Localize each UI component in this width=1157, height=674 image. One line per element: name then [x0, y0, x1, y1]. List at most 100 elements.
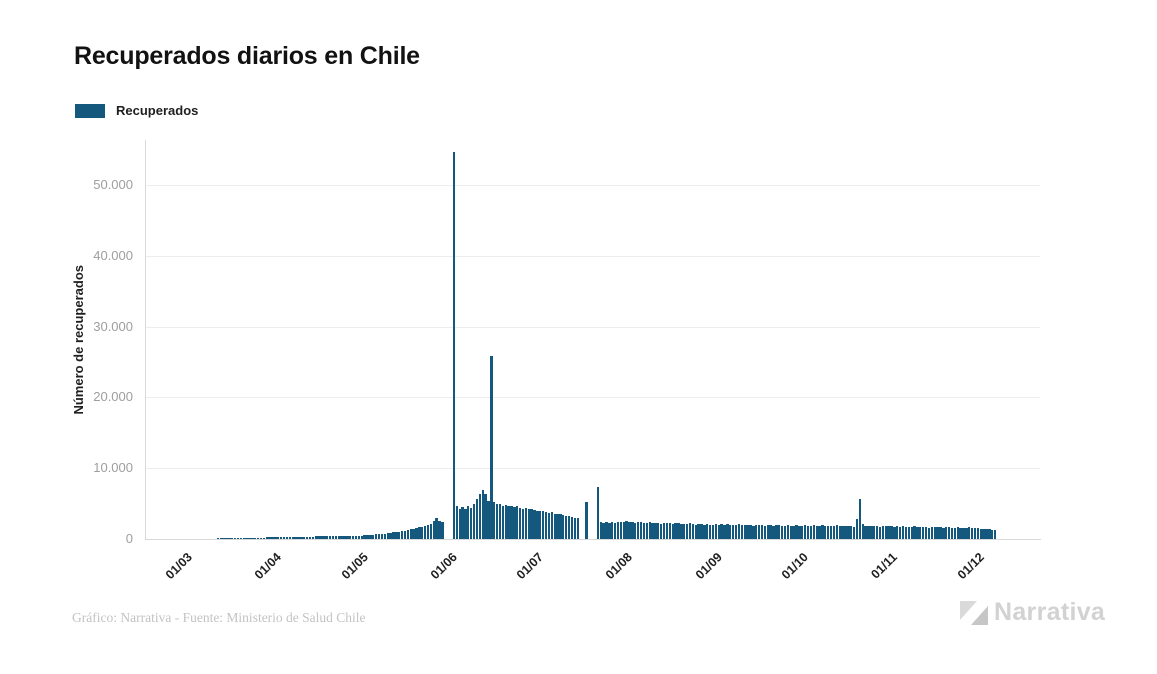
- bar: [274, 537, 277, 539]
- bar: [265, 537, 268, 539]
- bar: [893, 526, 896, 539]
- bar: [475, 499, 479, 539]
- bar: [720, 523, 723, 539]
- bar: [490, 355, 493, 539]
- bar: [461, 507, 464, 539]
- bar: [596, 487, 600, 539]
- bar: [441, 522, 444, 539]
- bar: [472, 503, 476, 539]
- bar: [968, 527, 971, 539]
- bar: [570, 517, 574, 539]
- bar: [930, 526, 933, 539]
- bar: [320, 536, 323, 539]
- bar: [334, 536, 338, 539]
- bar: [539, 511, 542, 539]
- bar: [798, 525, 801, 539]
- bar: [795, 525, 798, 539]
- bar: [697, 523, 700, 539]
- bar: [637, 522, 640, 539]
- bar: [303, 536, 306, 539]
- bar: [245, 537, 248, 539]
- bar: [343, 536, 346, 539]
- bar: [752, 525, 755, 539]
- bar: [858, 499, 862, 539]
- bar: [910, 526, 913, 539]
- bar: [685, 523, 689, 539]
- bar: [642, 523, 646, 539]
- bar: [919, 527, 922, 539]
- bar: [297, 536, 300, 539]
- bar: [311, 536, 315, 539]
- bar: [518, 507, 522, 539]
- bar: [786, 525, 790, 539]
- bar: [435, 518, 438, 539]
- x-tick-label: 01/12: [954, 550, 987, 583]
- bar: [737, 524, 741, 539]
- bar: [357, 535, 361, 539]
- gridline: [145, 326, 1040, 328]
- gridline: [145, 468, 1040, 470]
- bar: [576, 518, 579, 539]
- bar: [608, 523, 611, 539]
- bar: [363, 535, 366, 539]
- bar: [711, 524, 715, 539]
- x-tick-label: 01/04: [252, 550, 285, 583]
- bar: [300, 536, 303, 539]
- bar: [778, 524, 781, 539]
- bar: [976, 528, 980, 539]
- bar: [423, 525, 427, 539]
- bar: [225, 538, 228, 539]
- bar: [780, 525, 784, 539]
- gridline: [145, 255, 1040, 257]
- bar: [585, 502, 588, 539]
- bar: [216, 538, 219, 539]
- bar: [898, 526, 902, 539]
- bar: [501, 505, 505, 539]
- bar: [493, 502, 496, 539]
- bar: [680, 523, 683, 539]
- bar: [801, 525, 804, 539]
- bar: [985, 529, 988, 539]
- bar: [850, 526, 853, 539]
- bar: [803, 525, 807, 539]
- bar: [648, 522, 651, 539]
- bar: [953, 528, 957, 539]
- bar: [950, 527, 954, 539]
- bar: [789, 525, 792, 539]
- bar: [409, 529, 412, 539]
- bar: [700, 524, 703, 539]
- bar: [527, 509, 530, 539]
- bar: [282, 536, 286, 539]
- bar: [613, 522, 617, 539]
- bar: [873, 525, 876, 539]
- bar: [901, 526, 905, 539]
- bar: [305, 536, 309, 539]
- x-axis-line: [145, 539, 1041, 540]
- bar: [852, 526, 856, 539]
- bar: [507, 506, 510, 539]
- bar: [288, 536, 291, 539]
- legend-label: Recuperados: [116, 103, 199, 118]
- bar: [323, 536, 326, 539]
- bar: [354, 535, 358, 539]
- bar: [228, 538, 231, 539]
- bar: [550, 512, 553, 539]
- bar: [239, 538, 243, 539]
- bar: [714, 524, 718, 539]
- bar: [821, 525, 824, 539]
- bar: [818, 525, 821, 539]
- y-tick-label: 0: [125, 531, 133, 546]
- bar: [772, 525, 775, 539]
- bar: [277, 537, 280, 539]
- bar: [487, 500, 490, 539]
- bar: [760, 525, 764, 539]
- bar: [904, 526, 908, 539]
- bar: [847, 525, 850, 539]
- bar: [763, 525, 767, 539]
- bar: [775, 525, 778, 539]
- bar: [254, 537, 257, 539]
- bar: [524, 507, 528, 539]
- bar: [824, 525, 827, 539]
- bar: [809, 525, 813, 539]
